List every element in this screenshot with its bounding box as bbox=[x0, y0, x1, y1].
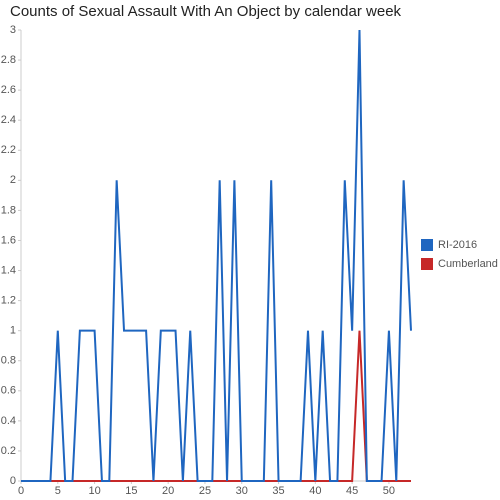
x-tick-label: 0 bbox=[18, 485, 24, 497]
y-tick-label: 2.2 bbox=[1, 144, 16, 156]
x-tick-label: 25 bbox=[199, 485, 211, 497]
y-tick-label: 0.6 bbox=[1, 385, 16, 397]
x-tick-label: 35 bbox=[272, 485, 284, 497]
x-tick-label: 40 bbox=[309, 485, 321, 497]
y-tick-label: 2 bbox=[10, 174, 16, 186]
y-tick-label: 1.8 bbox=[1, 204, 16, 216]
y-tick-label: 0.4 bbox=[1, 415, 16, 427]
legend-label: RI-2016 bbox=[438, 239, 477, 251]
legend-label: Cumberland bbox=[438, 258, 498, 270]
x-tick-label: 5 bbox=[55, 485, 61, 497]
x-tick-label: 20 bbox=[162, 485, 174, 497]
legend-swatch bbox=[421, 239, 433, 251]
y-tick-label: 1 bbox=[10, 325, 16, 337]
y-tick-label: 1.2 bbox=[1, 295, 16, 307]
legend-swatch bbox=[421, 258, 433, 270]
y-tick-label: 1.4 bbox=[1, 264, 16, 276]
y-tick-label: 0.8 bbox=[1, 355, 16, 367]
x-tick-label: 10 bbox=[88, 485, 100, 497]
y-tick-label: 2.4 bbox=[1, 114, 16, 126]
series-line bbox=[21, 29, 412, 482]
y-tick-label: 0 bbox=[10, 475, 16, 487]
x-tick-label: 15 bbox=[125, 485, 137, 497]
chart-title: Counts of Sexual Assault With An Object … bbox=[10, 3, 402, 20]
y-tick-label: 2.6 bbox=[1, 84, 16, 96]
y-tick-label: 3 bbox=[10, 24, 16, 36]
x-tick-label: 45 bbox=[346, 485, 358, 497]
x-tick-label: 50 bbox=[383, 485, 395, 497]
y-tick-label: 1.6 bbox=[1, 234, 16, 246]
x-tick-label: 30 bbox=[236, 485, 248, 497]
y-tick-label: 0.2 bbox=[1, 445, 16, 457]
series-line bbox=[21, 330, 411, 482]
y-tick-label: 2.8 bbox=[1, 54, 16, 66]
